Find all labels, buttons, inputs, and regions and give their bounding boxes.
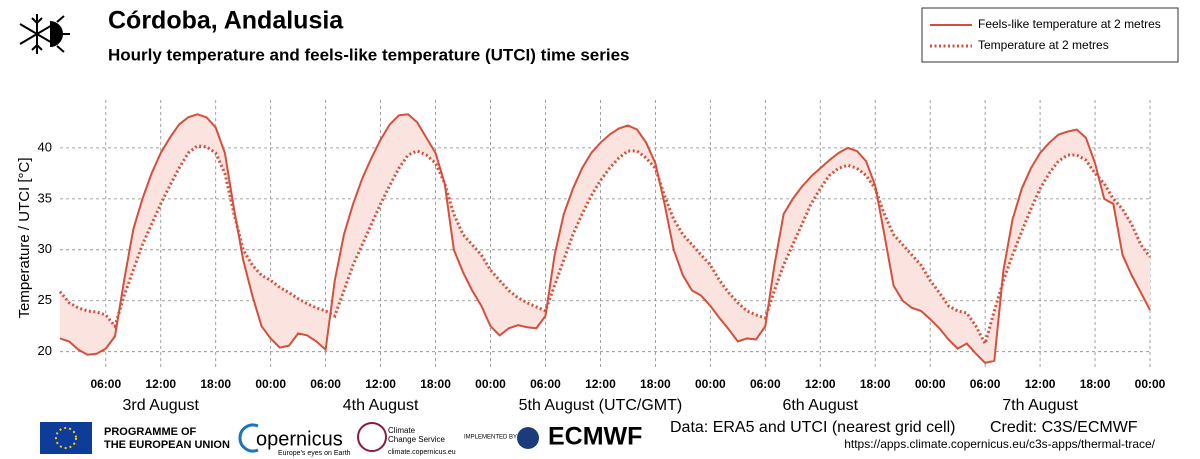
chart-title: Córdoba, Andalusia bbox=[108, 7, 344, 35]
source-url: https://apps.climate.copernicus.eu/c3s-a… bbox=[844, 437, 1155, 451]
day-label: 6th August bbox=[782, 397, 858, 414]
y-tick-label: 25 bbox=[38, 292, 52, 307]
x-tick-label: 00:00 bbox=[695, 377, 726, 391]
logo-icon bbox=[19, 14, 70, 54]
x-tick-label: 06:00 bbox=[750, 377, 781, 391]
x-tick-label: 18:00 bbox=[200, 377, 231, 391]
x-tick-label: 00:00 bbox=[915, 377, 946, 391]
data-source: Data: ERA5 and UTCI (nearest grid cell) bbox=[670, 419, 955, 436]
c3s-url: climate.copernicus.eu bbox=[388, 449, 456, 456]
legend-box bbox=[921, 7, 1179, 63]
x-tick-label: 12:00 bbox=[805, 377, 836, 391]
x-tick-label: 18:00 bbox=[420, 377, 451, 391]
y-tick-label: 40 bbox=[38, 139, 52, 154]
eu-text: PROGRAMME OF bbox=[104, 426, 197, 438]
x-tick-label: 00:00 bbox=[475, 377, 506, 391]
y-tick-label: 20 bbox=[38, 343, 52, 358]
x-tick-label: 06:00 bbox=[310, 377, 341, 391]
copernicus-c bbox=[238, 423, 259, 453]
x-tick-label: 12:00 bbox=[365, 377, 396, 391]
x-tick-label: 06:00 bbox=[90, 377, 121, 391]
eu-stars bbox=[55, 427, 77, 449]
c3s-logo bbox=[357, 422, 387, 452]
x-tick-label: 18:00 bbox=[860, 377, 891, 391]
series-line bbox=[58, 144, 1152, 348]
series-line bbox=[59, 113, 1151, 365]
y-tick-label: 30 bbox=[38, 241, 52, 256]
legend-label: Feels-like temperature at 2 metres bbox=[978, 17, 1161, 31]
plot-area: 20 25 30 35 40 06:00 12:00 18:00 00:00 06:00 12:00… bbox=[38, 100, 1166, 414]
x-tick-label: 12:00 bbox=[1025, 377, 1056, 391]
day-label: 3rd August bbox=[123, 397, 200, 414]
x-tick-label: 00:00 bbox=[1135, 377, 1166, 391]
copernicus-tag: Europe's eyes on Earth bbox=[278, 450, 351, 457]
legend-label: Temperature at 2 metres bbox=[978, 38, 1109, 52]
eu-flag bbox=[40, 422, 92, 454]
x-tick-label: 12:00 bbox=[585, 377, 616, 391]
chart-subtitle: Hourly temperature and feels-like temper… bbox=[108, 45, 630, 64]
implemented-text: IMPLEMENTED BY bbox=[464, 435, 517, 441]
copernicus-text: opernicus bbox=[256, 428, 343, 450]
x-tick-label: 00:00 bbox=[255, 377, 286, 391]
x-tick-label: 12:00 bbox=[145, 377, 176, 391]
day-label: 7th August bbox=[1002, 397, 1078, 414]
y-tick-label: 35 bbox=[38, 190, 52, 205]
day-label: 4th August bbox=[343, 397, 419, 414]
x-tick-label: 06:00 bbox=[530, 377, 561, 391]
c3s-text: Climate bbox=[388, 426, 416, 435]
ecmwf-logo bbox=[517, 427, 539, 449]
credit: Credit: C3S/ECMWF bbox=[990, 419, 1138, 436]
eu-text: THE EUROPEAN UNION bbox=[104, 439, 230, 451]
x-tick-label: 18:00 bbox=[640, 377, 671, 391]
y-axis-label: Temperature / UTCI [°C] bbox=[16, 157, 33, 318]
x-tick-label: 18:00 bbox=[1080, 377, 1111, 391]
footer: PROGRAMME OF THE EUROPEAN UNION opernicu… bbox=[40, 419, 1156, 457]
x-tick-label: 06:00 bbox=[970, 377, 1001, 391]
day-label: 5th August (UTC/GMT) bbox=[519, 397, 683, 414]
c3s-text: Change Service bbox=[388, 435, 445, 444]
ecmwf-text: ECMWF bbox=[548, 423, 642, 451]
